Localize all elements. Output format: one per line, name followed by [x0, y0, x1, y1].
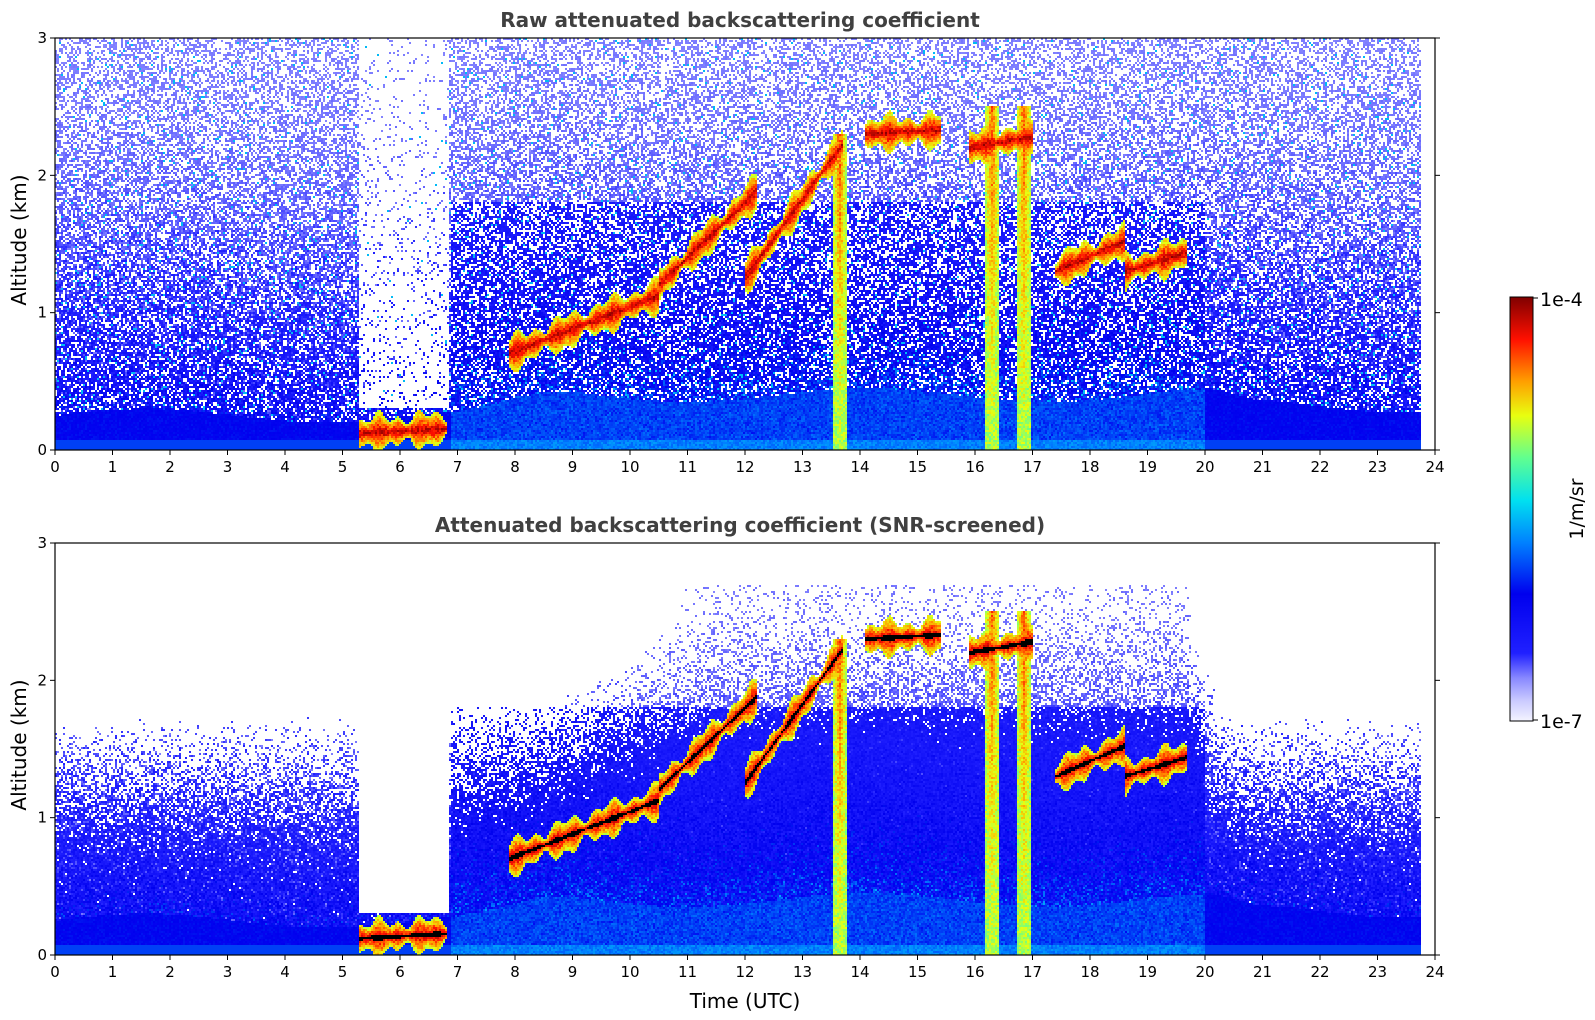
y-axis-label: Altitude (km)	[7, 174, 31, 305]
x-tick-label: 1	[108, 458, 118, 476]
x-tick-label: 16	[965, 458, 984, 476]
x-tick-label: 7	[453, 963, 463, 981]
axis-ticks: 0 1 2 3 4 5 6 7 8 9 10 11 12 13 14 15 16 17 18 19 20 21 22 23 24…	[37, 29, 1444, 476]
x-tick-label: 14	[850, 458, 869, 476]
heatmap-raw-canvas	[55, 38, 1435, 450]
x-tick-label: 18	[1080, 458, 1099, 476]
x-tick-label: 5	[338, 963, 348, 981]
colorbar-label: 1/m/sr	[1566, 478, 1588, 539]
x-tick-label: 2	[165, 963, 175, 981]
heatmap-screened-canvas	[55, 543, 1435, 955]
x-tick-label: 13	[793, 963, 812, 981]
x-tick-label: 14	[850, 963, 869, 981]
x-tick-label: 18	[1080, 963, 1099, 981]
x-tick-label: 15	[908, 963, 927, 981]
x-tick-label: 11	[678, 963, 697, 981]
heatmap-raw	[55, 38, 1435, 450]
y-tick-label: 1	[37, 304, 47, 322]
x-tick-label: 23	[1368, 963, 1387, 981]
y-tick-label: 0	[37, 441, 47, 459]
x-tick-label: 17	[1023, 458, 1042, 476]
x-tick-label: 23	[1368, 458, 1387, 476]
x-tick-label: 11	[678, 458, 697, 476]
y-tick-label: 1	[37, 809, 47, 827]
x-tick-label: 6	[395, 963, 405, 981]
colorbar-gradient	[1509, 296, 1534, 722]
x-tick-label: 10	[620, 458, 639, 476]
x-tick-label: 4	[280, 963, 290, 981]
x-tick-label: 24	[1425, 963, 1444, 981]
x-tick-label: 17	[1023, 963, 1042, 981]
y-tick-label: 2	[37, 671, 47, 689]
colorbar-max-label: 1e-4	[1540, 289, 1583, 311]
x-tick-label: 19	[1138, 963, 1157, 981]
x-tick-label: 5	[338, 458, 348, 476]
x-axis-label: Time (UTC)	[689, 989, 801, 1013]
x-tick-label: 6	[395, 458, 405, 476]
y-axis-label: Altitude (km)	[7, 679, 31, 810]
x-tick-label: 21	[1253, 458, 1272, 476]
panel-raw-backscatter: Raw attenuated backscattering coefficien…	[7, 8, 1445, 476]
heatmap-screened	[55, 543, 1435, 955]
x-tick-label: 16	[965, 963, 984, 981]
x-tick-label: 4	[280, 458, 290, 476]
x-tick-label: 3	[223, 963, 233, 981]
x-tick-label: 12	[735, 458, 754, 476]
x-tick-label: 21	[1253, 963, 1272, 981]
x-tick-label: 0	[50, 458, 60, 476]
x-tick-label: 15	[908, 458, 927, 476]
y-tick-label: 3	[37, 29, 47, 47]
x-tick-label: 22	[1310, 963, 1329, 981]
y-tick-label: 2	[37, 166, 47, 184]
colorbar-min-label: 1e-7	[1540, 711, 1583, 733]
x-tick-label: 3	[223, 458, 233, 476]
x-tick-label: 8	[510, 458, 520, 476]
colorbar: 1e-4 1e-7 1/m/sr	[1509, 289, 1588, 733]
x-tick-label: 10	[620, 963, 639, 981]
x-tick-label: 20	[1195, 963, 1214, 981]
x-tick-label: 9	[568, 963, 578, 981]
x-tick-label: 1	[108, 963, 118, 981]
x-tick-label: 12	[735, 963, 754, 981]
panel-title: Raw attenuated backscattering coefficien…	[500, 8, 980, 32]
x-tick-label: 8	[510, 963, 520, 981]
axis-ticks: 0 1 2 3 4 5 6 7 8 9 10 11 12 13 14 15 16 17 18 19 20 21 22 23 24…	[37, 534, 1444, 981]
x-tick-label: 7	[453, 458, 463, 476]
x-tick-label: 2	[165, 458, 175, 476]
x-tick-label: 9	[568, 458, 578, 476]
y-tick-label: 3	[37, 534, 47, 552]
panel-title: Attenuated backscattering coefficient (S…	[435, 513, 1045, 537]
y-tick-label: 0	[37, 946, 47, 964]
x-tick-label: 22	[1310, 458, 1329, 476]
x-tick-label: 19	[1138, 458, 1157, 476]
x-tick-label: 24	[1425, 458, 1444, 476]
x-tick-label: 0	[50, 963, 60, 981]
panel-snr-screened: Attenuated backscattering coefficient (S…	[7, 513, 1445, 1013]
x-tick-label: 20	[1195, 458, 1214, 476]
x-tick-label: 13	[793, 458, 812, 476]
